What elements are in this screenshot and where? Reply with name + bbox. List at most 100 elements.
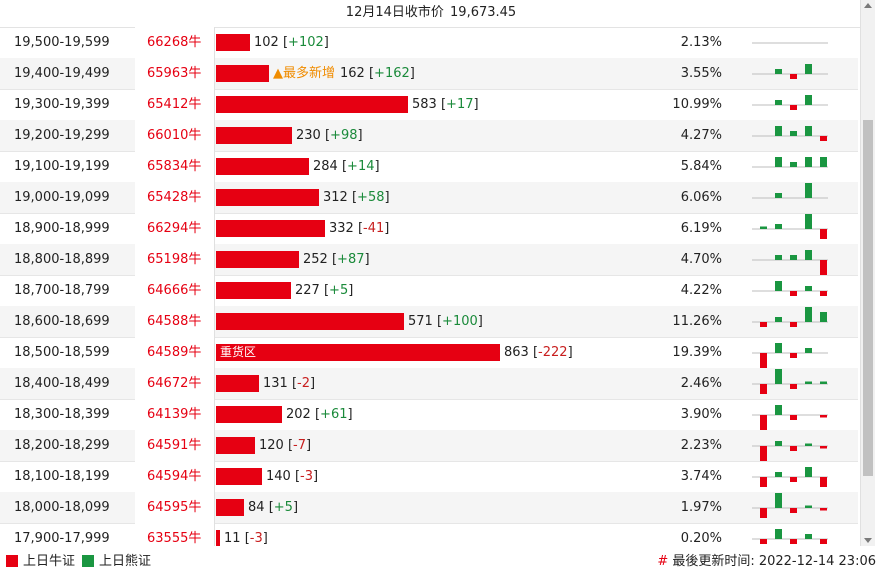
table-row[interactable]: 17,900-17,999 63555牛 11 [-3] 0.20% — [0, 523, 858, 546]
sparkline-bar — [760, 477, 767, 487]
footer: 上日牛证 上日熊证 # 最後更新时间: 2022-12-14 23:06 — [0, 549, 882, 576]
table-row[interactable]: 18,300-18,399 64139牛 202 [+61] 3.90% — [0, 399, 858, 431]
trend-sparkline — [752, 405, 828, 430]
hash-icon: # — [657, 554, 669, 569]
share-percent: 11.26% — [672, 314, 722, 329]
sparkline-bar — [775, 441, 782, 446]
volume-value: 227 [+5] — [295, 283, 354, 298]
volume-bar — [216, 65, 269, 82]
strike-range: 19,400-19,499 — [14, 66, 110, 81]
volume-count: 863 — [504, 345, 529, 360]
contract-code[interactable]: 64588牛 — [135, 306, 215, 337]
volume-bar — [216, 34, 250, 51]
volume-change: +162 — [374, 66, 410, 81]
table-row[interactable]: 18,800-18,899 65198牛 252 [+87] 4.70% — [0, 244, 858, 276]
sparkline-bar — [790, 105, 797, 110]
strike-range: 19,100-19,199 — [14, 159, 110, 174]
heavy-zone-label: 重货区 — [220, 345, 257, 359]
table-row[interactable]: 18,900-18,999 66294牛 332 [-41] 6.19% — [0, 213, 858, 245]
table-row[interactable]: 18,000-18,099 64595牛 84 [+5] 1.97% — [0, 492, 858, 524]
trend-sparkline — [752, 183, 828, 199]
contract-code[interactable]: 66294牛 — [135, 213, 215, 244]
strike-range: 18,200-18,299 — [14, 438, 110, 453]
sparkline-bar — [760, 415, 767, 430]
scrollbar[interactable] — [860, 0, 875, 546]
table-row[interactable]: 18,200-18,299 64591牛 120 [-7] 2.23% — [0, 430, 858, 462]
volume-value: 230 [+98] — [296, 128, 363, 143]
sparkline-bar — [790, 322, 797, 327]
scroll-up-icon[interactable] — [864, 3, 872, 8]
volume-count: 84 — [248, 500, 265, 515]
table-row[interactable]: 19,000-19,099 65428牛 312 [+58] 6.06% — [0, 182, 858, 214]
trend-sparkline — [752, 42, 828, 44]
contract-code[interactable]: 65412牛 — [135, 89, 215, 120]
contract-code[interactable]: 64672牛 — [135, 368, 215, 399]
volume-change: -2 — [297, 376, 311, 391]
volume-change: +5 — [273, 500, 293, 515]
volume-change: +102 — [288, 35, 324, 50]
volume-count: 312 — [323, 190, 348, 205]
contract-code[interactable]: 65428牛 — [135, 182, 215, 213]
table-row[interactable]: 18,700-18,799 64666牛 227 [+5] 4.22% — [0, 275, 858, 307]
volume-count: 102 — [254, 35, 279, 50]
share-percent: 6.06% — [680, 190, 722, 205]
volume-change: +87 — [337, 252, 365, 267]
volume-change: -3 — [249, 531, 263, 546]
contract-code[interactable]: 64595牛 — [135, 492, 215, 523]
table-row[interactable]: 18,100-18,199 64594牛 140 [-3] 3.74% — [0, 461, 858, 493]
volume-value: 84 [+5] — [248, 500, 299, 515]
trend-sparkline — [752, 157, 828, 168]
strike-range: 18,100-18,199 — [14, 469, 110, 484]
sparkline-bar — [775, 472, 782, 477]
strike-range: 19,200-19,299 — [14, 128, 110, 143]
volume-count: 230 — [296, 128, 321, 143]
volume-change: -7 — [293, 438, 307, 453]
contract-code[interactable]: 64594牛 — [135, 461, 215, 492]
contract-code[interactable]: 64589牛 — [135, 337, 215, 368]
sparkline-bar — [775, 343, 782, 353]
sparkline-bar — [760, 384, 767, 394]
table-row[interactable]: 19,200-19,299 66010牛 230 [+98] 4.27% — [0, 120, 858, 152]
table-row[interactable]: 18,500-18,599 64589牛 重货区 863 [-222] 19.39% — [0, 337, 858, 369]
updated-label: 最後更新时间: — [672, 554, 755, 569]
volume-bar — [216, 220, 325, 237]
contract-code[interactable]: 63555牛 — [135, 523, 215, 546]
contract-code[interactable]: 65198牛 — [135, 244, 215, 275]
volume-bar — [216, 499, 244, 516]
volume-change: +98 — [330, 128, 358, 143]
volume-value: 131 [-2] — [263, 376, 316, 391]
contract-code[interactable]: 64666牛 — [135, 275, 215, 306]
table-row[interactable]: 18,600-18,699 64588牛 571 [+100] 11.26% — [0, 306, 858, 338]
volume-count: 120 — [259, 438, 284, 453]
contract-code[interactable]: 64139牛 — [135, 399, 215, 430]
scroll-down-icon[interactable] — [864, 538, 872, 543]
scrollbar-thumb[interactable] — [863, 120, 873, 476]
contract-code[interactable]: 64591牛 — [135, 430, 215, 461]
sparkline-bar — [760, 508, 767, 518]
strike-range: 18,400-18,499 — [14, 376, 110, 391]
share-percent: 3.55% — [680, 66, 722, 81]
close-date-label: 12月14日收市价 — [345, 5, 444, 20]
sparkline-bar — [790, 353, 797, 358]
table-row[interactable]: 19,500-19,599 66268牛 102 [+102] 2.13% — [0, 27, 858, 59]
legend-bear: 上日熊证 — [82, 555, 151, 569]
table-row[interactable]: 19,400-19,499 65963牛 ▲最多新增 162 [+162] 3.55% — [0, 58, 858, 90]
volume-bar — [216, 313, 404, 330]
contract-code[interactable]: 66268牛 — [135, 27, 215, 58]
sparkline-bar — [820, 477, 827, 487]
share-percent: 3.90% — [680, 407, 722, 422]
share-percent: 4.27% — [680, 128, 722, 143]
sparkline-bar — [820, 229, 827, 239]
contract-code[interactable]: 66010牛 — [135, 120, 215, 151]
contract-code[interactable]: 65834牛 — [135, 151, 215, 182]
bull-contract-table: 19,500-19,599 66268牛 102 [+102] 2.13% 19,400… — [0, 27, 862, 546]
table-row[interactable]: 18,400-18,499 64672牛 131 [-2] 2.46% — [0, 368, 858, 400]
table-row[interactable]: 19,100-19,199 65834牛 284 [+14] 5.84% — [0, 151, 858, 183]
contract-code[interactable]: 65963牛 — [135, 58, 215, 89]
sparkline-bar — [820, 157, 827, 167]
sparkline-bar — [805, 467, 812, 477]
table-row[interactable]: 19,300-19,399 65412牛 583 [+17] 10.99% — [0, 89, 858, 121]
volume-value: 140 [-3] — [266, 469, 319, 484]
trend-sparkline — [752, 250, 828, 275]
volume-count: 583 — [412, 97, 437, 112]
